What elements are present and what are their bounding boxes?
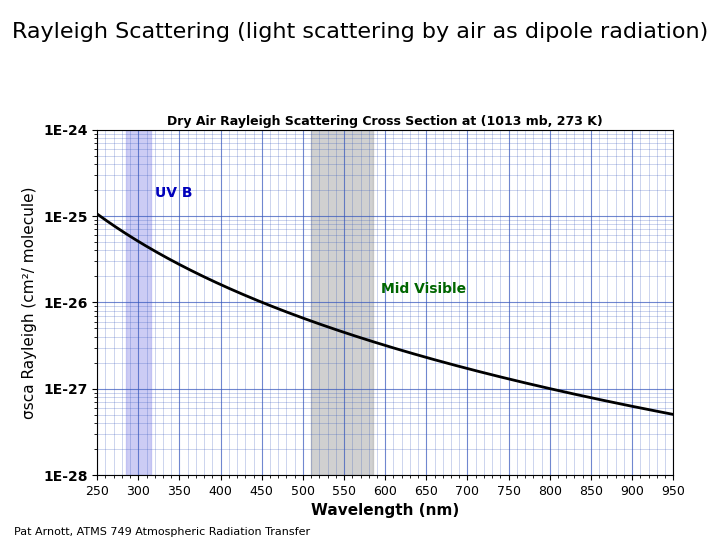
- Y-axis label: σsca Rayleigh (cm²/ molecule): σsca Rayleigh (cm²/ molecule): [22, 186, 37, 418]
- Bar: [311, 130, 373, 475]
- Text: UV B: UV B: [155, 186, 192, 200]
- Text: Pat Arnott, ATMS 749 Atmospheric Radiation Transfer: Pat Arnott, ATMS 749 Atmospheric Radiati…: [14, 527, 310, 537]
- X-axis label: Wavelength (nm): Wavelength (nm): [311, 503, 459, 518]
- Title: Dry Air Rayleigh Scattering Cross Section at (1013 mb, 273 K): Dry Air Rayleigh Scattering Cross Sectio…: [167, 116, 603, 129]
- Text: Mid Visible: Mid Visible: [381, 282, 467, 296]
- Text: Rayleigh Scattering (light scattering by air as dipole radiation): Rayleigh Scattering (light scattering by…: [12, 22, 708, 42]
- Bar: [126, 130, 150, 475]
